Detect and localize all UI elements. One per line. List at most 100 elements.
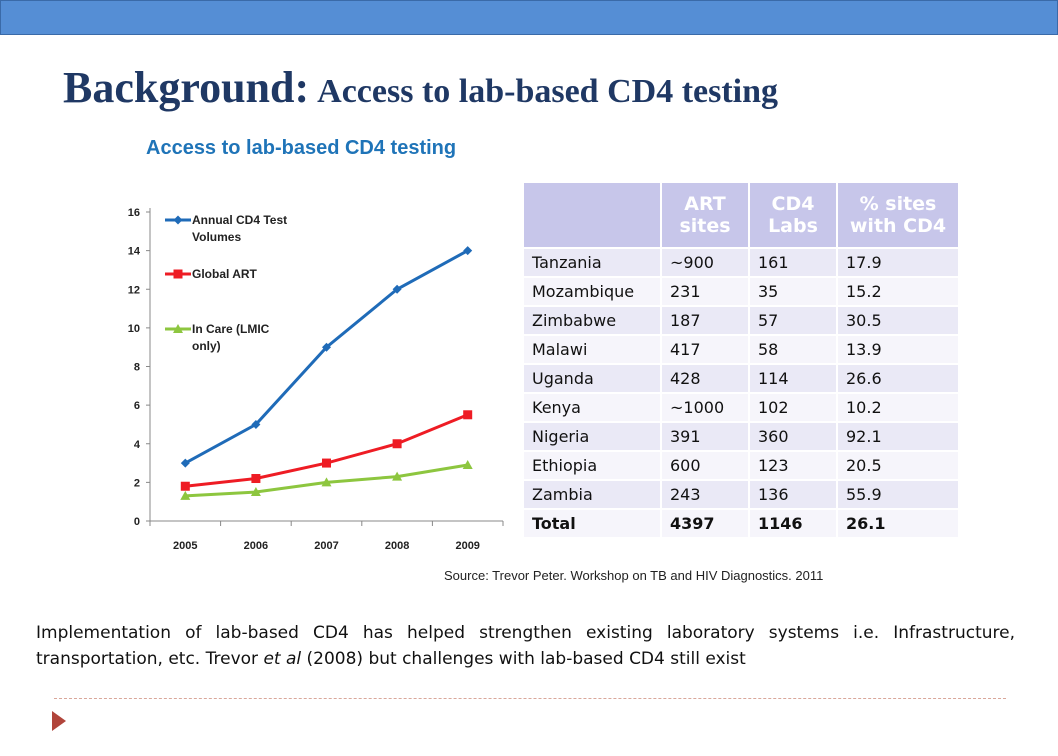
table-cell: ~1000 — [661, 393, 750, 423]
table-header-cd4-labs: CD4 Labs — [749, 183, 838, 249]
table-cell: 600 — [661, 451, 750, 481]
legend-label: only) — [192, 339, 221, 353]
body-text-part: (2008) but challenges with lab-based CD4… — [301, 649, 746, 669]
table-cell: 30.5 — [837, 306, 960, 336]
table-cell: 4397 — [661, 509, 750, 539]
table-row: Ethiopia 600 123 20.5 — [524, 451, 960, 481]
chart-heading: Access to lab-based CD4 testing — [146, 137, 457, 159]
table-row: Nigeria 391 360 92.1 — [524, 422, 960, 452]
top-banner — [0, 0, 1058, 35]
data-point — [180, 458, 190, 468]
data-point — [392, 439, 402, 449]
legend-label: In Care (LMIC — [192, 322, 270, 336]
table-cell: 92.1 — [837, 422, 960, 452]
table-cell: 10.2 — [837, 393, 960, 423]
table-total-row: Total 4397 1146 26.1 — [524, 509, 960, 539]
table-cell: 26.6 — [837, 364, 960, 394]
table-cell: Tanzania — [524, 248, 662, 278]
table-header-text: Labs — [768, 215, 818, 237]
x-tick-label: 2009 — [455, 540, 479, 552]
data-point — [251, 474, 261, 484]
table-cell: 102 — [749, 393, 838, 423]
slide-title-main: Background: — [63, 63, 310, 112]
x-tick-label: 2008 — [385, 540, 409, 552]
x-tick-label: 2006 — [244, 540, 268, 552]
table-header-pct-sites: % sites with CD4 — [837, 183, 960, 249]
body-text-italic: et al — [263, 649, 302, 669]
data-point — [251, 419, 261, 429]
cd4-sites-table-wrap: ART sites CD4 Labs % sites with CD4 Tanzani… — [524, 183, 960, 539]
data-point — [462, 459, 473, 469]
table-cell: 15.2 — [837, 277, 960, 307]
table-cell: Kenya — [524, 393, 662, 423]
cd4-line-chart: 0 2 4 6 8 10 12 14 16 2005 2006 2007 2008 2009 Annual … — [128, 207, 504, 552]
table-row: Tanzania ~900 161 17.9 — [524, 248, 960, 278]
y-tick-label: 14 — [128, 246, 141, 258]
body-paragraph: Implementation of lab-based CD4 has help… — [36, 620, 1015, 672]
table-cell: Nigeria — [524, 422, 662, 452]
series-line — [185, 413, 469, 488]
table-cell: 1146 — [749, 509, 838, 539]
table-cell: 360 — [749, 422, 838, 452]
table-cell: 57 — [749, 306, 838, 336]
legend-swatch-marker — [173, 269, 183, 279]
y-tick-label: 12 — [128, 284, 140, 296]
data-point — [392, 471, 403, 481]
table-header-text: with CD4 — [849, 215, 947, 237]
y-tick-label: 10 — [128, 323, 140, 335]
table-cell: 17.9 — [837, 248, 960, 278]
data-point — [463, 410, 473, 420]
table-header-text: % sites — [859, 193, 937, 215]
table-header-row: ART sites CD4 Labs % sites with CD4 — [524, 183, 960, 249]
data-point — [463, 246, 473, 256]
data-point — [250, 487, 261, 497]
table-cell: 26.1 — [837, 509, 960, 539]
table-cell: 123 — [749, 451, 838, 481]
y-tick-label: 2 — [134, 477, 140, 489]
table-row: Mozambique 231 35 15.2 — [524, 277, 960, 307]
source-citation: Source: Trevor Peter. Workshop on TB and… — [444, 568, 824, 583]
table-cell: Malawi — [524, 335, 662, 365]
table-row: Zambia 243 136 55.9 — [524, 480, 960, 510]
table-cell: Uganda — [524, 364, 662, 394]
slide-title-sub: Access to lab-based CD4 testing — [317, 73, 779, 110]
table-header-country — [524, 183, 662, 249]
table-row: Malawi 417 58 13.9 — [524, 335, 960, 365]
legend-label: Annual CD4 Test — [192, 213, 287, 227]
table-cell: 231 — [661, 277, 750, 307]
data-point — [322, 458, 331, 468]
table-cell: Zimbabwe — [524, 306, 662, 336]
table-cell: 136 — [749, 480, 838, 510]
table-cell: Zambia — [524, 480, 662, 510]
x-tick-label: 2007 — [314, 540, 338, 552]
table-cell: 35 — [749, 277, 838, 307]
table-header-text: CD4 — [771, 193, 815, 215]
table-cell: 391 — [661, 422, 750, 452]
table-row: Kenya ~1000 102 10.2 — [524, 393, 960, 423]
table-cell: 55.9 — [837, 480, 960, 510]
data-point — [180, 481, 190, 491]
table-cell: ~900 — [661, 248, 750, 278]
table-cell: 187 — [661, 306, 750, 336]
y-tick-label: 4 — [134, 439, 141, 451]
table-cell: Ethiopia — [524, 451, 662, 481]
table-cell: 114 — [749, 364, 838, 394]
triangle-bullet-icon — [52, 711, 66, 731]
table-cell: 13.9 — [837, 335, 960, 365]
table-cell: Mozambique — [524, 277, 662, 307]
slide-title: Background: Access to lab-based CD4 test… — [63, 62, 778, 113]
y-tick-label: 0 — [134, 516, 140, 528]
body-text-part: Implementation of lab-based CD4 has help… — [36, 623, 1015, 669]
y-tick-label: 16 — [128, 207, 140, 219]
y-tick-label: 8 — [134, 362, 140, 374]
table-cell: 58 — [749, 335, 838, 365]
data-point — [180, 490, 191, 500]
table-cell: 428 — [661, 364, 750, 394]
legend-label: Global ART — [192, 267, 258, 281]
y-tick-label: 6 — [134, 400, 140, 412]
table-row: Zimbabwe 187 57 30.5 — [524, 306, 960, 336]
table-cell: Total — [524, 509, 662, 539]
table-header-art-sites: ART sites — [661, 183, 750, 249]
data-point — [321, 477, 332, 487]
x-tick-label: 2005 — [173, 540, 197, 552]
